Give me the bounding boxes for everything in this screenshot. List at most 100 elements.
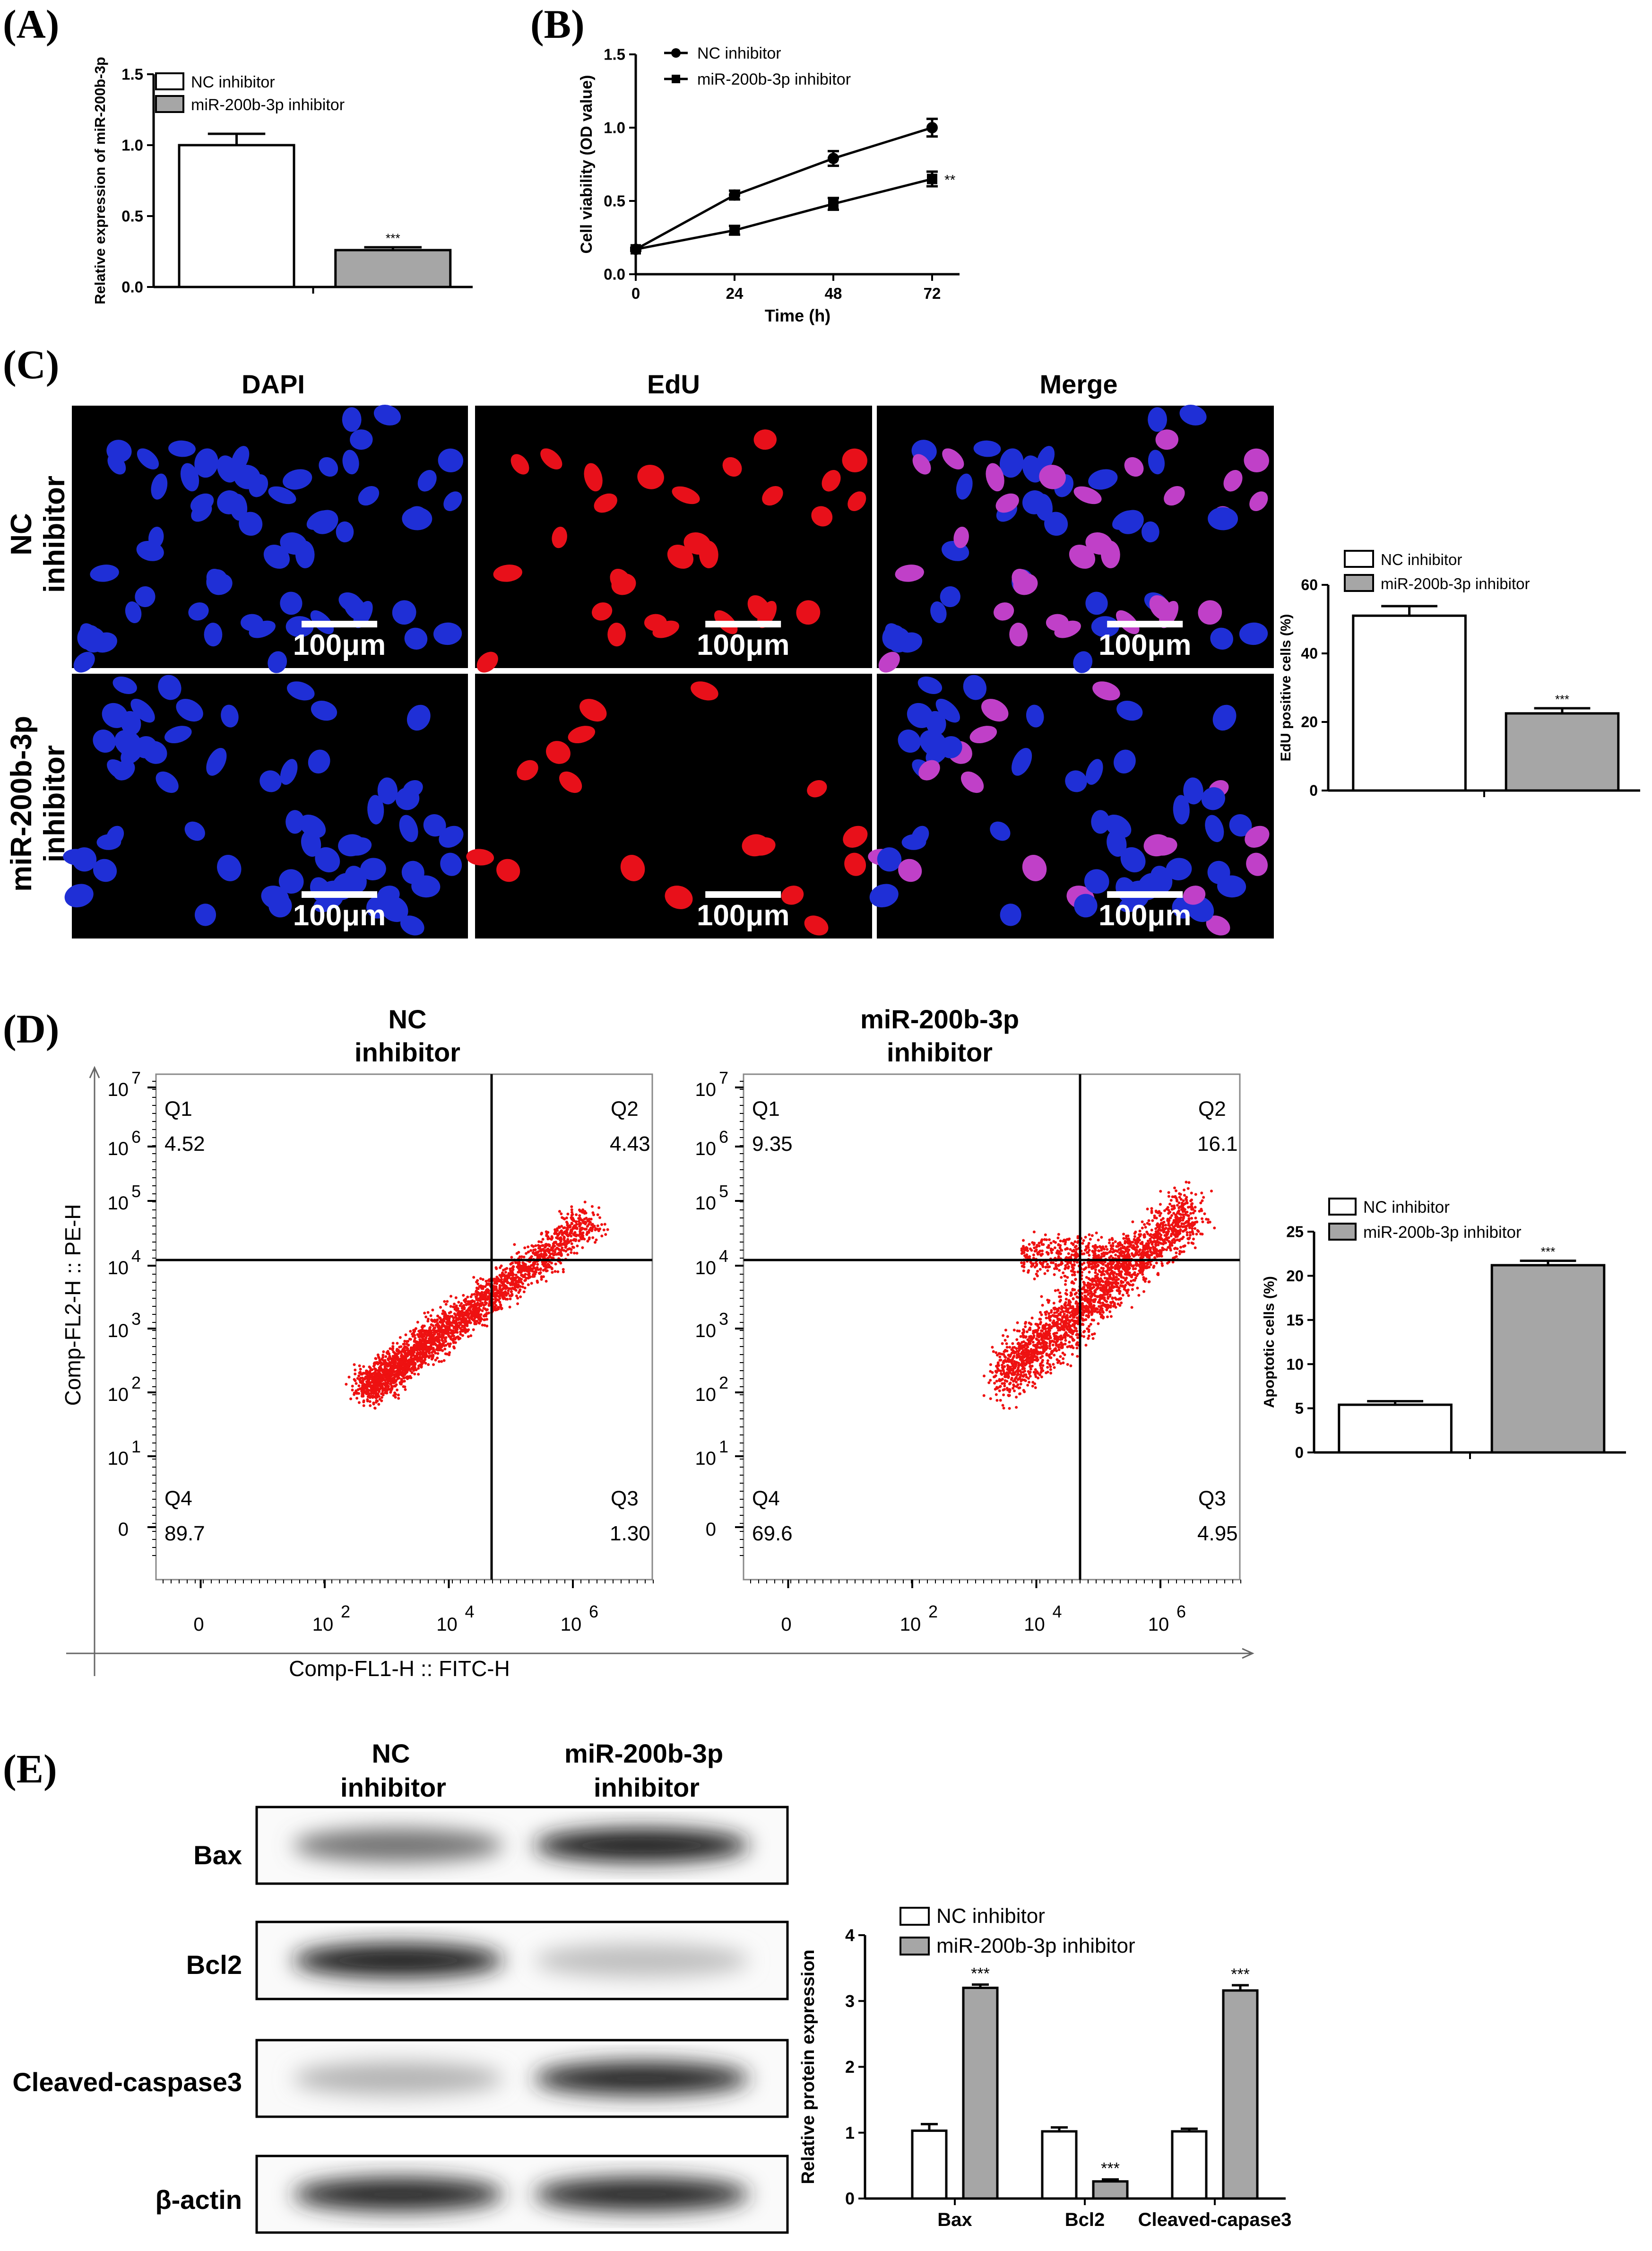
flow-event <box>506 1281 509 1285</box>
flow-event <box>373 1407 377 1410</box>
flow-event <box>355 1389 358 1392</box>
flow-event <box>1179 1246 1182 1249</box>
flow-event <box>1034 1368 1037 1371</box>
nucleus <box>395 787 420 810</box>
flow-event <box>358 1364 361 1367</box>
flow-event <box>588 1228 591 1232</box>
nucleus <box>135 586 156 608</box>
flow-event <box>1089 1238 1092 1241</box>
flow-event <box>417 1364 420 1367</box>
flow-event <box>518 1255 521 1259</box>
flow-event <box>1185 1234 1189 1236</box>
flow-event <box>548 1243 551 1247</box>
quadrant-q2-value: 4.43 <box>610 1132 650 1156</box>
flow-event <box>475 1320 478 1323</box>
nucleus <box>918 760 940 781</box>
flow-event <box>487 1304 491 1307</box>
edu-nucleus <box>517 760 538 781</box>
flow-event <box>487 1283 490 1286</box>
flow-event <box>431 1320 434 1323</box>
flow-event <box>481 1285 484 1288</box>
flow-event <box>1117 1286 1121 1290</box>
flow-event <box>410 1347 413 1350</box>
flow-event <box>369 1372 372 1375</box>
flow-event <box>1040 1375 1043 1379</box>
flow-event <box>551 1236 554 1240</box>
micro-image-r1-c1: 100μm <box>72 405 468 673</box>
edu-nucleus <box>607 623 626 647</box>
flow-event <box>361 1379 364 1382</box>
flow-event <box>383 1372 386 1375</box>
flow-event <box>1019 1343 1022 1346</box>
flow-event <box>439 1321 442 1324</box>
flow-event <box>523 1266 527 1269</box>
flow-event <box>1132 1278 1135 1282</box>
flow-event <box>473 1322 476 1325</box>
flow-event <box>570 1208 573 1211</box>
legend-label-nc: NC inhibitor <box>191 73 275 91</box>
flow-event <box>566 1226 569 1229</box>
flow-event <box>560 1212 563 1216</box>
flow-event <box>1016 1329 1019 1332</box>
flow-event <box>415 1327 417 1330</box>
flow-event <box>1041 1364 1045 1367</box>
scale-bar <box>302 891 378 898</box>
flow-event <box>413 1373 416 1376</box>
flow-event <box>432 1363 435 1366</box>
flow-event <box>397 1374 400 1377</box>
flow-event <box>1022 1239 1025 1242</box>
nucleus <box>1166 858 1192 880</box>
flow-event <box>500 1280 503 1284</box>
flow-event <box>523 1286 527 1290</box>
flow-event <box>384 1385 388 1389</box>
edu-nucleus <box>579 699 607 722</box>
nucleus <box>953 527 969 548</box>
flow-event <box>375 1399 378 1402</box>
flow-event <box>377 1389 381 1392</box>
flow-event <box>510 1294 513 1297</box>
nucleus <box>311 701 337 721</box>
panel-label-d: (D) <box>3 1006 59 1052</box>
flow-event <box>366 1398 369 1401</box>
flow-event <box>365 1370 369 1373</box>
flow-event <box>563 1217 566 1221</box>
flow-event <box>1109 1250 1112 1253</box>
nucleus <box>1198 600 1222 625</box>
flow-event <box>514 1289 518 1292</box>
flow-event <box>390 1358 394 1361</box>
flow-event <box>1168 1224 1171 1227</box>
flow-event <box>1050 1261 1053 1264</box>
nucleus <box>1105 814 1132 838</box>
flow-event <box>445 1322 449 1325</box>
flow-event <box>570 1242 573 1245</box>
flow-event <box>427 1345 430 1348</box>
flow-event <box>484 1301 487 1304</box>
flow-event <box>570 1222 573 1225</box>
flow-event <box>438 1327 441 1330</box>
flow-event <box>570 1228 573 1232</box>
panel-label-e: (E) <box>3 1746 57 1791</box>
flow-event <box>1038 1261 1042 1264</box>
nucleus <box>130 698 155 723</box>
flow-x-arrowhead <box>1242 1648 1254 1659</box>
flow-event <box>579 1209 582 1213</box>
nucleus <box>878 652 900 673</box>
significance-mark: *** <box>1555 693 1569 706</box>
flow-event <box>537 1240 541 1243</box>
flow-event <box>419 1360 422 1363</box>
flow-event <box>469 1295 473 1298</box>
legend-label-mir: miR-200b-3p inhibitor <box>697 70 851 88</box>
legend-swatch-mir <box>155 95 184 113</box>
flow-event <box>423 1312 426 1315</box>
flow-event <box>476 1287 480 1290</box>
flow-event <box>486 1308 489 1311</box>
nucleus <box>1119 896 1143 913</box>
flow-y-tick-exponent: 6 <box>719 1127 728 1147</box>
flow-event <box>536 1263 539 1266</box>
edu-nucleus <box>466 849 494 866</box>
flow-event <box>458 1321 461 1324</box>
flow-event <box>1097 1238 1100 1242</box>
flow-y-tick-label: 10 <box>695 1079 717 1100</box>
flow-event <box>1043 1272 1047 1275</box>
flow-event <box>1131 1220 1134 1224</box>
